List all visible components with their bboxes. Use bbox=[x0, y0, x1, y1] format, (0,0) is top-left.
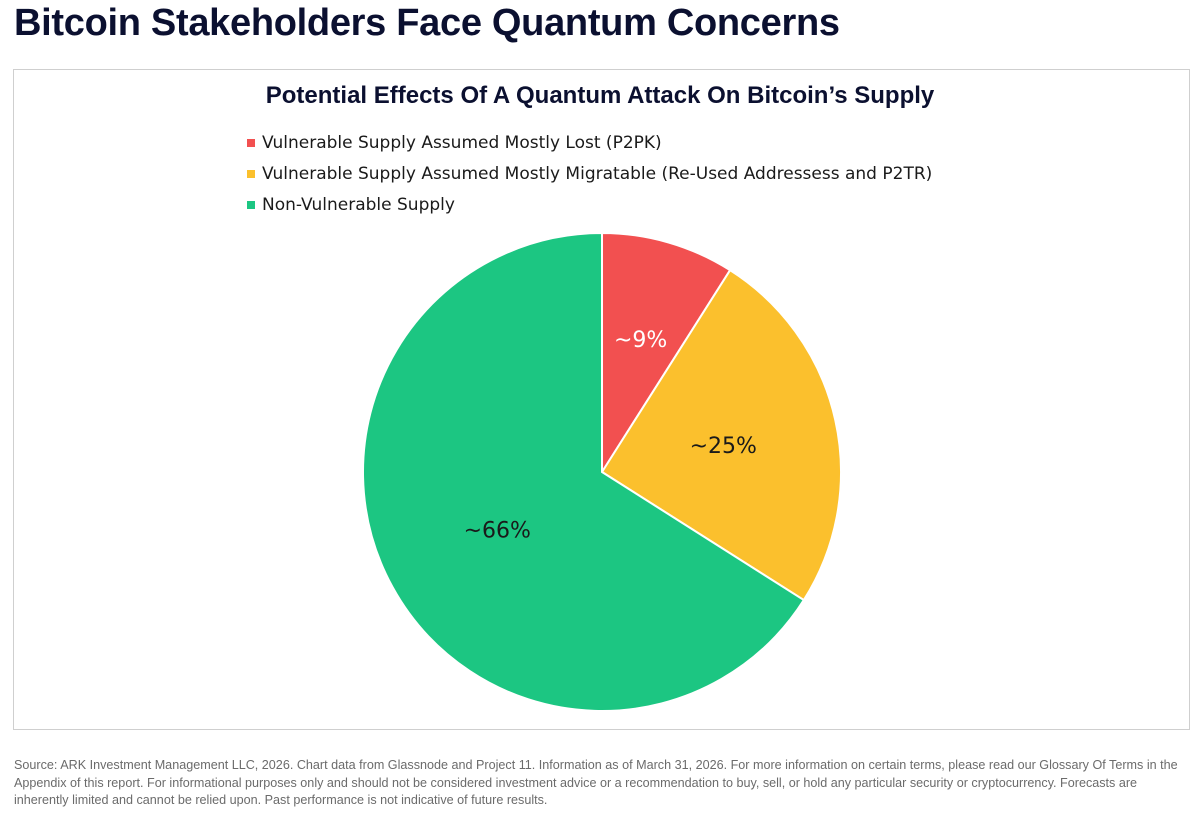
pie-label-migratable: ~25% bbox=[690, 434, 757, 459]
legend-item-lost: Vulnerable Supply Assumed Mostly Lost (P… bbox=[247, 127, 932, 158]
page-title: Bitcoin Stakeholders Face Quantum Concer… bbox=[14, 2, 840, 44]
chart-title: Potential Effects Of A Quantum Attack On… bbox=[265, 82, 935, 109]
legend-label-non-vulnerable: Non-Vulnerable Supply bbox=[262, 194, 455, 215]
legend-item-non-vulnerable: Non-Vulnerable Supply bbox=[247, 189, 932, 220]
chart-frame bbox=[13, 69, 1190, 730]
chart-legend: Vulnerable Supply Assumed Mostly Lost (P… bbox=[247, 127, 932, 220]
legend-item-migratable: Vulnerable Supply Assumed Mostly Migrata… bbox=[247, 158, 932, 189]
pie-label-non-vulnerable: ~66% bbox=[464, 519, 531, 544]
legend-label-lost: Vulnerable Supply Assumed Mostly Lost (P… bbox=[262, 132, 662, 153]
pie-slice-non-vulnerable bbox=[362, 231, 806, 712]
legend-swatch-lost bbox=[247, 138, 255, 147]
pie-slice-migratable bbox=[600, 268, 842, 602]
pie-slice-lost bbox=[601, 231, 732, 476]
legend-swatch-migratable bbox=[247, 169, 255, 178]
legend-label-migratable: Vulnerable Supply Assumed Mostly Migrata… bbox=[262, 163, 933, 184]
legend-swatch-non-vulnerable bbox=[247, 200, 255, 209]
source-footnote: Source: ARK Investment Management LLC, 2… bbox=[14, 758, 1178, 807]
pie-label-lost: ~9% bbox=[614, 328, 667, 353]
